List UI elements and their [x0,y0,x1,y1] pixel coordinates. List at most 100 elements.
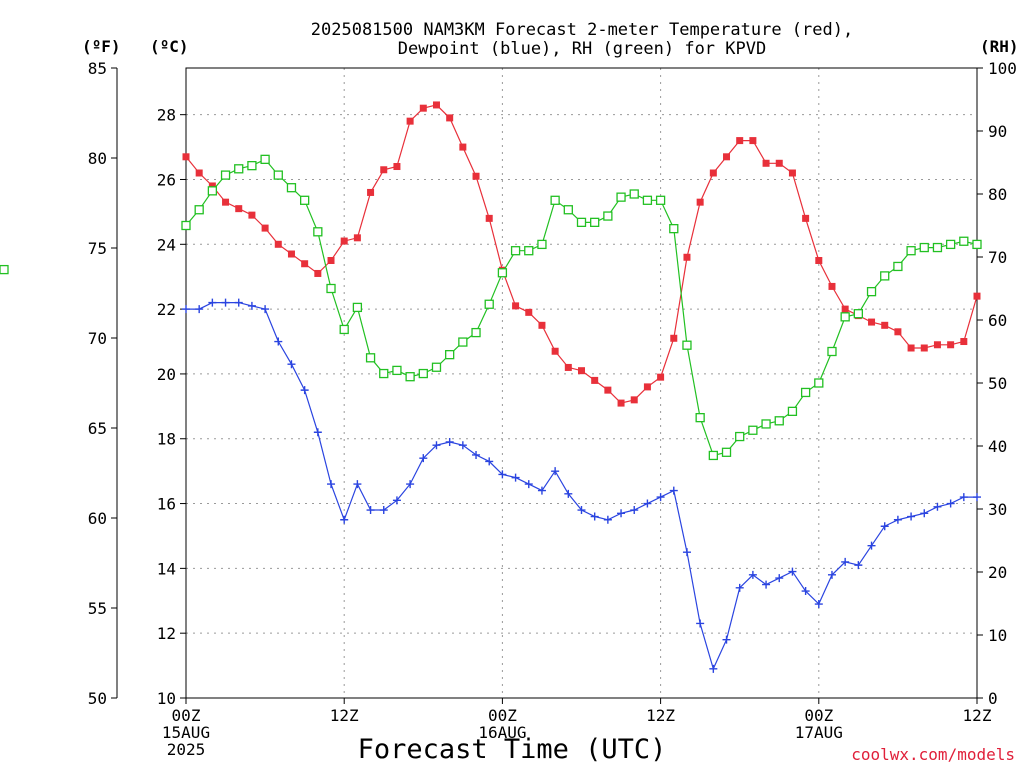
celsius-tick-label: 14 [157,559,176,578]
x-tick-label: 15AUG [162,723,210,742]
relative_humidity-point [919,242,929,253]
relative_humidity-point [629,189,639,199]
temperature-point [525,308,533,316]
temperature-point [960,338,968,346]
temperature-point [248,211,256,219]
relative_humidity-point [655,195,666,205]
relative_humidity-point [735,431,745,442]
relative_humidity-point [682,340,692,350]
temperature-point [947,341,955,349]
temperature-point [380,166,388,174]
celsius-tick-label: 18 [157,430,176,449]
dewpoint-point [340,515,349,524]
temperature-point [353,234,361,242]
temperature-point [630,396,638,404]
chart-title-line-2: Dewpoint (blue), RH (green) for KPVD [398,39,766,59]
fahrenheit-tick-label: 70 [88,329,107,348]
rh-tick-label: 50 [988,374,1007,393]
dewpoint-point [300,386,309,395]
fahrenheit-tick-label: 85 [88,59,107,78]
temperature-point [578,367,585,375]
celsius-tick-label: 28 [157,106,176,125]
temperature-point [683,253,691,261]
rh-tick-label: 30 [988,500,1007,519]
rh-tick-label: 60 [988,311,1007,330]
rh-unit-label: (RH) [980,37,1019,56]
relative_humidity-point [392,365,402,376]
temperature-point [841,305,849,313]
dewpoint-point [234,298,243,307]
dewpoint-point [814,600,823,609]
dewpoint-line [186,302,977,671]
dewpoint-point [564,489,573,498]
dewpoint-point [643,499,652,508]
x-tick-label: 00Z [488,706,517,725]
relative_humidity-point [234,164,244,174]
dewpoint-point [946,499,955,508]
dewpoint-point [656,493,665,502]
rh-tick-label: 100 [988,59,1017,78]
x-tick-label: 12Z [646,706,675,725]
temperature-point [406,117,414,125]
dewpoint-point [472,450,481,459]
temperature-point [182,153,190,161]
relative_humidity-point [800,387,811,398]
relative_humidity-point [787,406,798,417]
relative_humidity-point [563,205,573,215]
temperature-point [459,143,467,151]
temperature-point [788,169,796,177]
temperature-point [340,237,348,245]
temperature-point [749,137,757,145]
temperature-point [301,260,309,268]
celsius-tick-label: 22 [157,300,176,319]
relative_humidity-point [497,268,508,278]
temperature-point [762,159,770,167]
dewpoint-point [603,515,612,524]
dewpoint-point [841,557,850,566]
relative_humidity-point [260,154,270,165]
dewpoint-point [959,493,968,502]
temperature-point [512,302,520,310]
dewpoint-point [590,512,599,521]
fahrenheit-unit-label: (ºF) [82,37,121,56]
relative_humidity-point [379,368,389,379]
dewpoint-point [735,583,744,592]
temperature-point [709,169,717,177]
relative_humidity-point [576,217,587,228]
dewpoint-point [485,457,494,466]
relative_humidity-point [537,239,547,250]
x-tick-label: 17AUG [795,723,843,742]
relative_humidity-point [352,302,363,313]
temperature-point [775,159,783,167]
temperature-point [446,114,454,122]
dewpoint-point [867,541,876,550]
dewpoint-point [419,454,428,463]
plot-frame [185,67,978,699]
temperature-point [617,399,625,407]
relative_humidity-point [853,309,863,319]
relative_humidity-point [339,324,349,335]
dewpoint-point [511,473,520,482]
relative_humidity-point [299,195,310,205]
dewpoint-point [366,506,375,515]
dewpoint-point [577,506,586,515]
celsius-tick-label: 26 [157,170,176,189]
temperature-point [261,224,269,232]
credit-text: coolwx.com/models [851,745,1015,764]
temperature-point [538,321,546,329]
temperature-point [419,104,427,112]
rh-tick-label: 20 [988,563,1007,582]
temperature-point [314,269,322,277]
relative_humidity-point [431,362,442,372]
temperature-point [802,214,810,222]
relative_humidity-point [484,299,494,309]
relative_humidity-point [932,242,943,253]
dewpoint-point [221,298,230,307]
dewpoint-point [551,467,560,476]
temperature-point [933,341,941,349]
celsius-tick-label: 16 [157,495,176,514]
celsius-tick-label: 24 [157,235,176,254]
dewpoint-point [933,502,942,511]
temperature-point [393,163,401,171]
